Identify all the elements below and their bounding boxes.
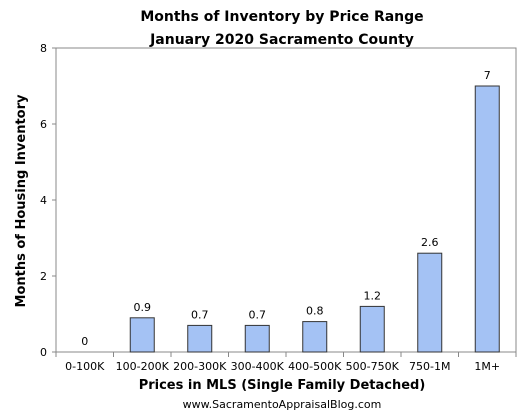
bar	[302, 321, 328, 353]
x-tick-label: 1M+	[474, 360, 500, 373]
x-tick-label: 400-500K	[288, 360, 342, 373]
data-label: 1.2	[364, 289, 382, 302]
bar	[187, 324, 213, 353]
data-label: 0	[81, 335, 88, 348]
bar	[417, 252, 443, 353]
y-axis-label: Months of Housing Inventory	[14, 94, 29, 308]
x-tick-label: 300-400K	[231, 360, 285, 373]
x-tick-label: 200-300K	[173, 360, 227, 373]
x-tick-label: 0-100K	[65, 360, 105, 373]
x-tick-label: 500-750K	[346, 360, 400, 373]
bar	[359, 305, 385, 353]
y-tick-label: 6	[40, 118, 47, 131]
data-label: 0.7	[249, 308, 267, 321]
y-tick-label: 8	[40, 42, 47, 55]
chart-title: Months of Inventory by Price Range	[140, 9, 423, 25]
y-tick-label: 4	[40, 194, 47, 207]
bar	[244, 324, 270, 353]
data-label: 0.9	[134, 301, 152, 314]
footer-url: www.SacramentoAppraisalBlog.com	[183, 398, 382, 411]
y-tick-label: 2	[40, 270, 47, 283]
bar	[474, 85, 500, 353]
y-tick-label: 0	[40, 346, 47, 359]
x-tick-label: 750-1M	[409, 360, 450, 373]
chart-subtitle: January 2020 Sacramento County	[149, 32, 414, 48]
data-label: 2.6	[421, 236, 439, 249]
data-label: 0.7	[191, 308, 209, 321]
plot-frame	[55, 47, 517, 353]
plot-area: 0 2 4 6 8 0 0-100K 0.9 100-200K 0.7 200-300K 0.7 300…	[40, 42, 517, 373]
bar	[129, 317, 155, 353]
x-tick-label: 100-200K	[116, 360, 170, 373]
data-label: 0.8	[306, 305, 324, 318]
data-label: 7	[484, 69, 491, 82]
x-axis-label: Prices in MLS (Single Family Detached)	[139, 378, 426, 393]
